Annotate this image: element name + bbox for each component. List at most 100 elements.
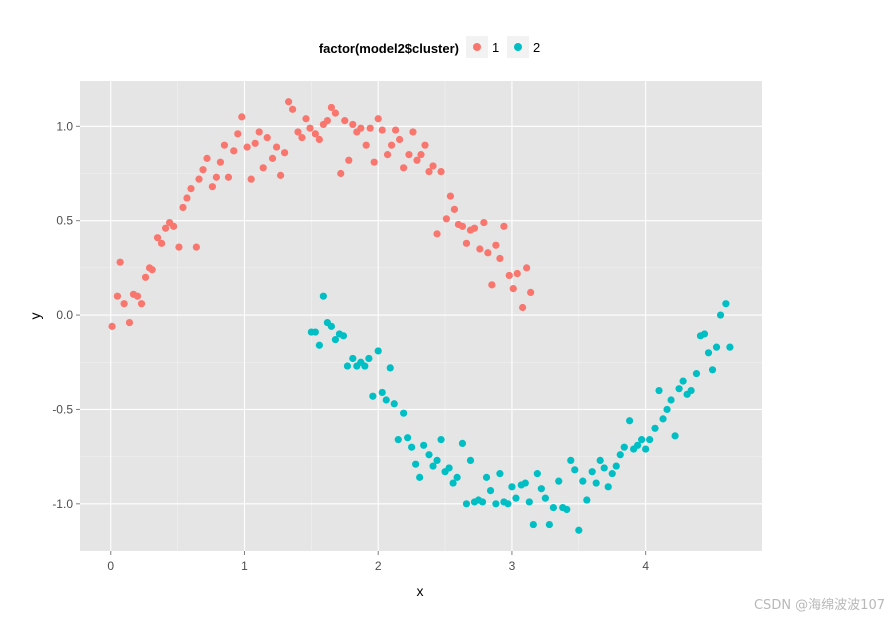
cluster-1-point [247, 175, 255, 183]
cluster-1-point [409, 128, 417, 136]
cluster-2-point [319, 292, 327, 300]
cluster-2-point [567, 456, 575, 464]
major-gridlines [80, 81, 762, 551]
cluster-1-point [374, 115, 382, 123]
legend: factor(model2$cluster) 1 2 [319, 36, 540, 58]
cluster-1-point [500, 222, 508, 230]
cluster-2-point [716, 311, 725, 319]
cluster-2-point [482, 473, 491, 481]
cluster-2-point [722, 300, 730, 308]
cluster-1-point [251, 139, 259, 147]
cluster-1-point [462, 239, 471, 247]
legend-title: factor(model2$cluster) [319, 41, 459, 56]
cluster-1-point [362, 141, 370, 149]
cluster-1-point [492, 241, 500, 249]
cluster-2-point [412, 460, 420, 468]
cluster-1-point [519, 303, 527, 312]
cluster-2-point [726, 343, 734, 351]
cluster-2-point [626, 417, 634, 425]
cluster-2-point [620, 443, 628, 451]
cluster-2-point [504, 500, 512, 508]
cluster-2-point [449, 479, 457, 487]
cluster-2-point [592, 479, 600, 487]
legend-label-2: 2 [533, 40, 540, 55]
cluster-1-point [450, 205, 459, 213]
cluster-1-point [175, 243, 183, 251]
cluster-2-point [331, 335, 340, 344]
cluster-1-point [341, 117, 349, 125]
y-tick-label: 0.0 [56, 308, 73, 322]
cluster-2-point [327, 322, 336, 330]
cluster-1-point [378, 126, 386, 134]
cluster-2-point [712, 343, 721, 351]
cluster-1-point [476, 245, 484, 253]
cluster-1-point [137, 300, 146, 308]
cluster-2-point [555, 477, 563, 485]
cluster-1-point [311, 130, 319, 138]
cluster-2-point [687, 386, 695, 395]
cluster-1-point [133, 292, 142, 300]
cluster-2-point [692, 369, 701, 378]
cluster-2-point [541, 494, 549, 502]
cluster-2-point [663, 405, 671, 414]
cluster-1-point [243, 143, 251, 151]
cluster-2-point [339, 332, 348, 340]
cluster-1-point [391, 126, 400, 134]
cluster-1-point [327, 103, 336, 112]
cluster-1-point [370, 158, 378, 166]
cluster-2-point [420, 441, 428, 449]
legend-key-2-dot [514, 43, 522, 51]
y-axis-ticks: -1.0 -0.5 0.0 0.5 1.0 [52, 119, 80, 511]
x-axis-ticks: 0 1 2 3 4 [107, 551, 649, 573]
cluster-2-point [365, 354, 373, 363]
cluster-1-point [179, 203, 187, 212]
cluster-2-point [429, 462, 437, 470]
cluster-1-point [425, 168, 433, 176]
cluster-1-point [513, 269, 521, 278]
cluster-1-point [285, 98, 293, 106]
cluster-1-point [255, 128, 263, 136]
cluster-2-point [563, 505, 571, 514]
cluster-1-point [527, 288, 535, 297]
cluster-1-point [183, 194, 191, 202]
cluster-1-point [484, 249, 492, 257]
cluster-2-point [361, 362, 369, 370]
minor-gridlines [80, 81, 762, 551]
cluster-2-point [508, 483, 516, 491]
y-tick-label: -1.0 [52, 497, 73, 511]
cluster-1-point [345, 156, 353, 164]
cluster-2-point [583, 496, 591, 504]
legend-label-1: 1 [492, 40, 499, 55]
cluster-2-point [343, 362, 352, 370]
cluster-1-point [141, 273, 150, 281]
y-axis-title: y [27, 313, 43, 320]
cluster-2-point [525, 498, 533, 506]
cluster-2-point [311, 328, 319, 336]
cluster-2-point [655, 386, 663, 395]
cluster-2-point [704, 349, 713, 357]
cluster-1-point [405, 151, 413, 159]
cluster-1-point [220, 141, 229, 149]
cluster-1-point [224, 173, 233, 181]
cluster-2-point [529, 520, 537, 529]
cluster-1-point [192, 243, 200, 251]
cluster-1-point [509, 285, 517, 293]
cluster-1-point [272, 143, 281, 151]
cluster-2-point [612, 462, 620, 470]
cluster-2-point [579, 477, 587, 485]
cluster-1-point [276, 171, 285, 179]
cluster-2-point [453, 473, 461, 481]
x-tick-label: 4 [642, 559, 649, 573]
cluster-2-point [458, 439, 467, 448]
x-tick-label: 0 [107, 559, 114, 573]
cluster-1-point [212, 173, 220, 181]
cluster-2-point [408, 443, 416, 451]
cluster-1-point [234, 130, 242, 138]
cluster-1-point [323, 117, 331, 125]
watermark: CSDN @海绵波波107 [753, 598, 885, 613]
cluster-1-point [157, 239, 166, 247]
cluster-1-point [195, 175, 203, 183]
cluster-2-point [466, 456, 475, 464]
cluster-2-point [425, 451, 433, 459]
cluster-2-point [571, 466, 579, 474]
